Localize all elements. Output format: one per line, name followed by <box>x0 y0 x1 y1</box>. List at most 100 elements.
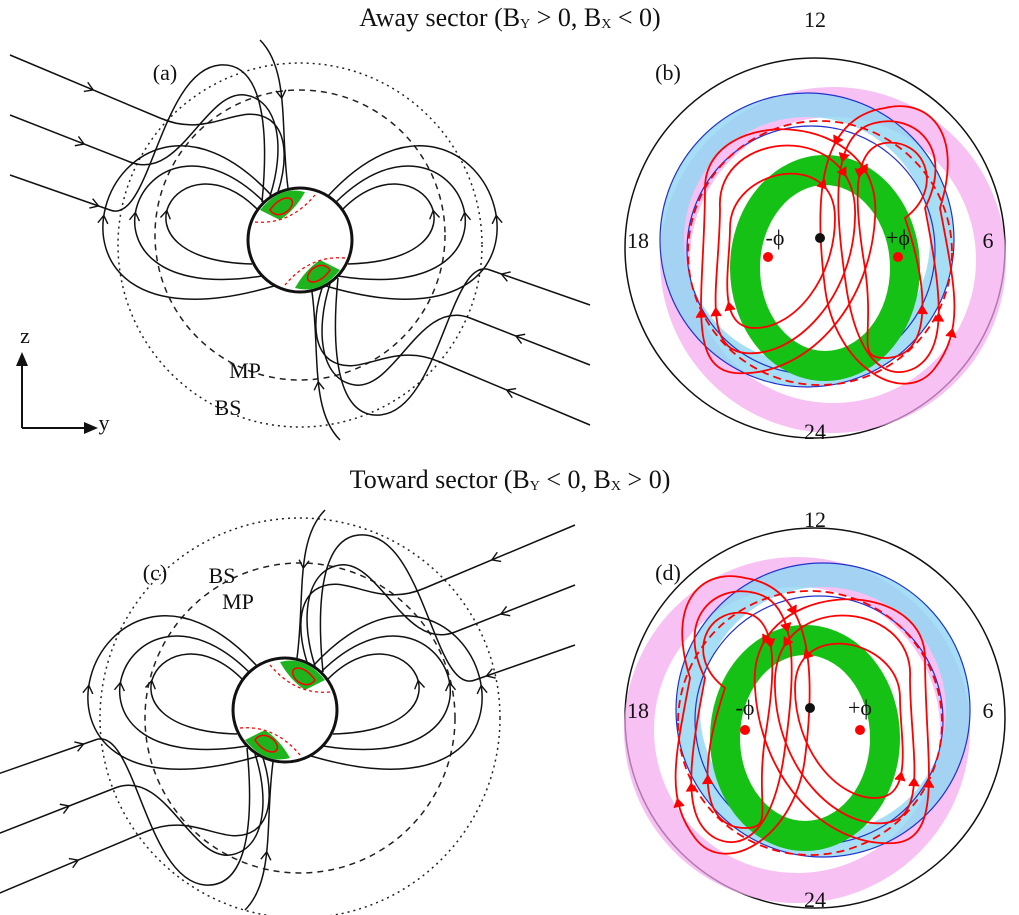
field-line <box>0 753 264 856</box>
boundary <box>677 590 943 856</box>
convection-cell <box>856 141 928 359</box>
arrow <box>128 211 141 222</box>
polar-cap <box>239 727 301 760</box>
arrowhead <box>74 136 86 147</box>
mp-label: MP <box>229 358 261 383</box>
arrowhead <box>476 684 488 695</box>
arrowhead <box>429 209 441 220</box>
arrowhead <box>916 304 928 315</box>
arrow <box>499 606 511 617</box>
polar-cap <box>284 257 346 290</box>
convection-cell <box>837 120 940 373</box>
field-line <box>9 54 285 193</box>
arrow <box>74 741 85 752</box>
bow-shock <box>117 62 483 428</box>
bs-label: BS <box>215 395 242 420</box>
arrow <box>260 850 272 861</box>
axis-arrow <box>21 362 88 429</box>
field-line <box>326 653 420 735</box>
arrowhead <box>83 81 95 93</box>
arrowhead <box>923 778 935 789</box>
field-line <box>134 165 265 281</box>
field-line <box>259 39 289 189</box>
arrowhead <box>838 152 850 163</box>
field-line <box>310 615 483 770</box>
convection-cell <box>726 172 836 329</box>
pole-dot <box>815 233 825 243</box>
arrow <box>89 198 100 209</box>
arrow <box>414 679 426 690</box>
pole-dot <box>805 703 815 713</box>
arrowhead <box>159 209 171 220</box>
arrow <box>97 214 109 225</box>
convection-cell <box>794 642 904 799</box>
arrow <box>429 209 441 220</box>
arrowhead <box>491 214 503 225</box>
arrowhead <box>485 668 496 679</box>
convection-cell <box>753 598 930 844</box>
field-line <box>119 635 250 751</box>
arrow <box>59 803 71 814</box>
arrowhead <box>854 168 866 179</box>
field-lines <box>9 39 591 441</box>
arrowhead <box>128 211 141 222</box>
arrowhead <box>260 850 272 861</box>
arrowhead <box>444 681 457 692</box>
hour-label: 6 <box>983 228 994 253</box>
drawing <box>0 39 1006 915</box>
arrow <box>68 857 80 869</box>
polar-cap <box>254 190 316 223</box>
panel-label: (b) <box>655 60 681 85</box>
arrowhead <box>500 271 511 282</box>
arrowhead <box>908 776 920 787</box>
arrowhead <box>459 211 472 222</box>
arrow <box>275 89 287 100</box>
hour-label: 24 <box>804 887 826 912</box>
potential-dot <box>740 725 750 735</box>
arrowhead <box>16 352 28 366</box>
title-part: < 0, B <box>540 465 611 494</box>
arrow <box>74 136 86 147</box>
arrow <box>83 81 95 93</box>
polar-map <box>659 87 1006 433</box>
arrow <box>491 214 503 225</box>
earth <box>231 656 339 764</box>
arrow <box>298 559 310 570</box>
field-line <box>341 183 435 265</box>
arrowhead <box>490 551 502 563</box>
arrow <box>459 211 472 222</box>
potential-dot <box>855 725 865 735</box>
convection-cell <box>702 611 774 829</box>
hour-label: 24 <box>804 419 826 444</box>
magnetopause <box>154 89 446 381</box>
arrowhead <box>97 214 109 225</box>
field-line <box>87 615 260 770</box>
convection-cell <box>690 590 793 843</box>
blue-edge <box>659 92 955 388</box>
arrowhead <box>84 422 98 434</box>
title-sub: Y <box>520 17 530 32</box>
phi-label: -ϕ <box>736 695 755 720</box>
arrowhead <box>945 327 957 339</box>
away-title: Away sector (BY > 0, BX < 0) <box>359 3 660 32</box>
arrow <box>313 380 325 391</box>
phi-label: +ϕ <box>886 225 910 250</box>
arrow <box>500 271 511 282</box>
arrow <box>444 681 457 692</box>
title-part: Toward sector (B <box>350 465 530 494</box>
arrow <box>514 333 526 344</box>
field-line <box>102 145 275 300</box>
panel-label: (a) <box>153 60 177 85</box>
axis-label: z <box>20 323 30 348</box>
title-sub: Y <box>530 479 540 494</box>
arrow <box>82 684 94 695</box>
boundary <box>269 664 331 693</box>
arrowhead <box>82 684 94 695</box>
arrowhead <box>275 89 287 100</box>
arrow <box>490 551 502 563</box>
arrowhead <box>702 774 714 785</box>
arrowhead <box>764 638 776 649</box>
field-line <box>0 757 270 894</box>
hour-label: 18 <box>627 698 649 723</box>
field-line <box>165 183 259 265</box>
